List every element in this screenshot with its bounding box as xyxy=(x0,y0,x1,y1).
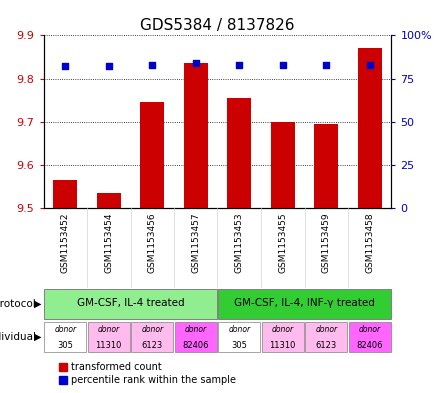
Legend: transformed count, percentile rank within the sample: transformed count, percentile rank withi… xyxy=(55,358,239,389)
Text: donor: donor xyxy=(271,325,293,334)
Bar xyxy=(218,288,390,319)
Text: donor: donor xyxy=(141,325,163,334)
Text: 6123: 6123 xyxy=(141,341,162,350)
Bar xyxy=(53,180,77,208)
Text: GSM1153457: GSM1153457 xyxy=(191,212,200,273)
Text: 11310: 11310 xyxy=(95,341,122,350)
Text: protocol: protocol xyxy=(0,299,39,309)
Text: GM-CSF, IL-4, INF-γ treated: GM-CSF, IL-4, INF-γ treated xyxy=(233,298,374,308)
Text: ▶: ▶ xyxy=(34,299,41,309)
Bar xyxy=(357,48,381,208)
Title: GDS5384 / 8137826: GDS5384 / 8137826 xyxy=(140,18,294,33)
Point xyxy=(105,63,112,70)
Text: GSM1153459: GSM1153459 xyxy=(321,212,330,273)
Text: GSM1153455: GSM1153455 xyxy=(278,212,286,273)
Text: GSM1153454: GSM1153454 xyxy=(104,212,113,273)
Text: GSM1153452: GSM1153452 xyxy=(61,212,69,273)
Point xyxy=(322,62,329,68)
Text: 6123: 6123 xyxy=(315,341,336,350)
Bar xyxy=(270,122,294,208)
Point xyxy=(62,63,69,70)
Text: donor: donor xyxy=(315,325,336,334)
Text: GSM1153458: GSM1153458 xyxy=(365,212,373,273)
Text: donor: donor xyxy=(98,325,119,334)
Text: 11310: 11310 xyxy=(269,341,295,350)
Point xyxy=(148,62,155,68)
Bar xyxy=(174,322,216,352)
Text: individual: individual xyxy=(0,332,39,342)
Bar xyxy=(313,124,338,208)
Text: GSM1153456: GSM1153456 xyxy=(148,212,156,273)
Text: ▶: ▶ xyxy=(34,332,41,342)
Text: 305: 305 xyxy=(231,341,247,350)
Bar xyxy=(348,322,390,352)
Bar xyxy=(97,193,121,208)
Text: 82406: 82406 xyxy=(182,341,208,350)
Bar xyxy=(88,322,129,352)
Bar xyxy=(218,322,260,352)
Text: 82406: 82406 xyxy=(356,341,382,350)
Text: donor: donor xyxy=(358,325,380,334)
Bar xyxy=(131,322,173,352)
Bar xyxy=(305,322,346,352)
Bar xyxy=(44,322,86,352)
Text: donor: donor xyxy=(228,325,250,334)
Point xyxy=(192,60,199,66)
Bar xyxy=(44,288,216,319)
Point xyxy=(365,62,372,68)
Bar xyxy=(261,322,303,352)
Text: GSM1153453: GSM1153453 xyxy=(234,212,243,273)
Bar xyxy=(227,98,251,208)
Text: donor: donor xyxy=(54,325,76,334)
Bar xyxy=(140,103,164,208)
Text: 305: 305 xyxy=(57,341,73,350)
Text: donor: donor xyxy=(184,325,206,334)
Text: GM-CSF, IL-4 treated: GM-CSF, IL-4 treated xyxy=(76,298,184,308)
Point xyxy=(235,62,242,68)
Point xyxy=(279,62,286,68)
Bar xyxy=(183,63,207,208)
